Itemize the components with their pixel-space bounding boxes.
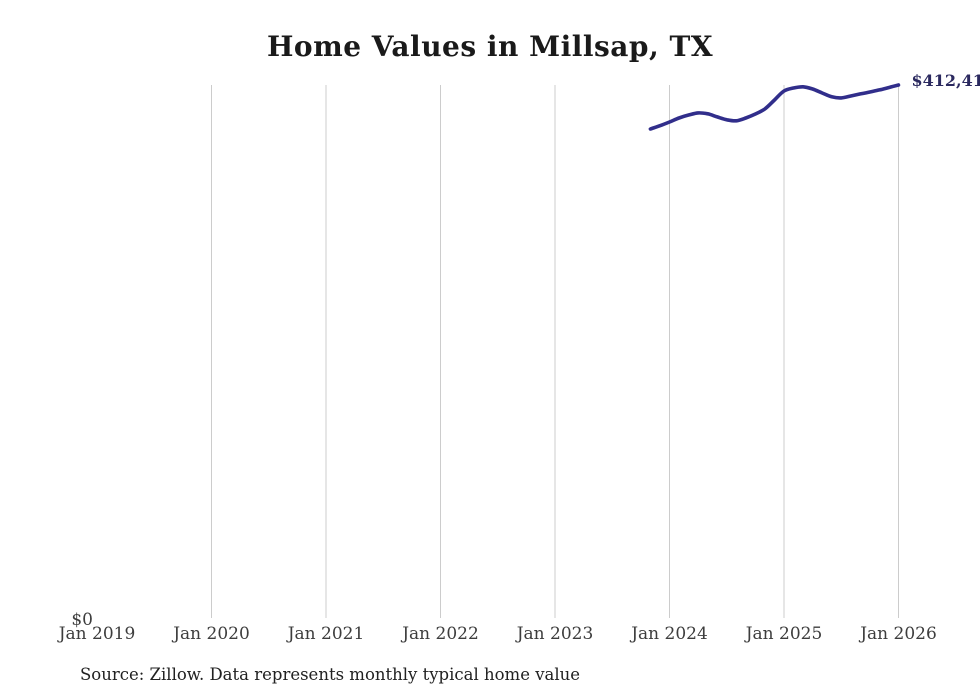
x-tick-label: Jan 2021 — [287, 624, 365, 644]
x-tick-label: Jan 2024 — [631, 624, 708, 644]
x-tick-label: Jan 2020 — [173, 624, 250, 644]
vertical-gridlines — [211, 85, 899, 618]
y-axis-zero-label: $0 — [71, 610, 93, 630]
x-tick-label: Jan 2025 — [745, 624, 823, 644]
x-tick-label: Jan 2026 — [860, 624, 937, 644]
x-tick-label: Jan 2023 — [516, 624, 594, 644]
x-tick-label: Jan 2022 — [402, 624, 479, 644]
source-note: Source: Zillow. Data represents monthly … — [80, 665, 581, 684]
home-value-line-series — [648, 83, 901, 131]
latest-value-label: $412,411 — [911, 71, 980, 90]
chart-title: Home Values in Millsap, TX — [266, 30, 714, 63]
x-tick-label: Jan 2019 — [58, 624, 136, 644]
